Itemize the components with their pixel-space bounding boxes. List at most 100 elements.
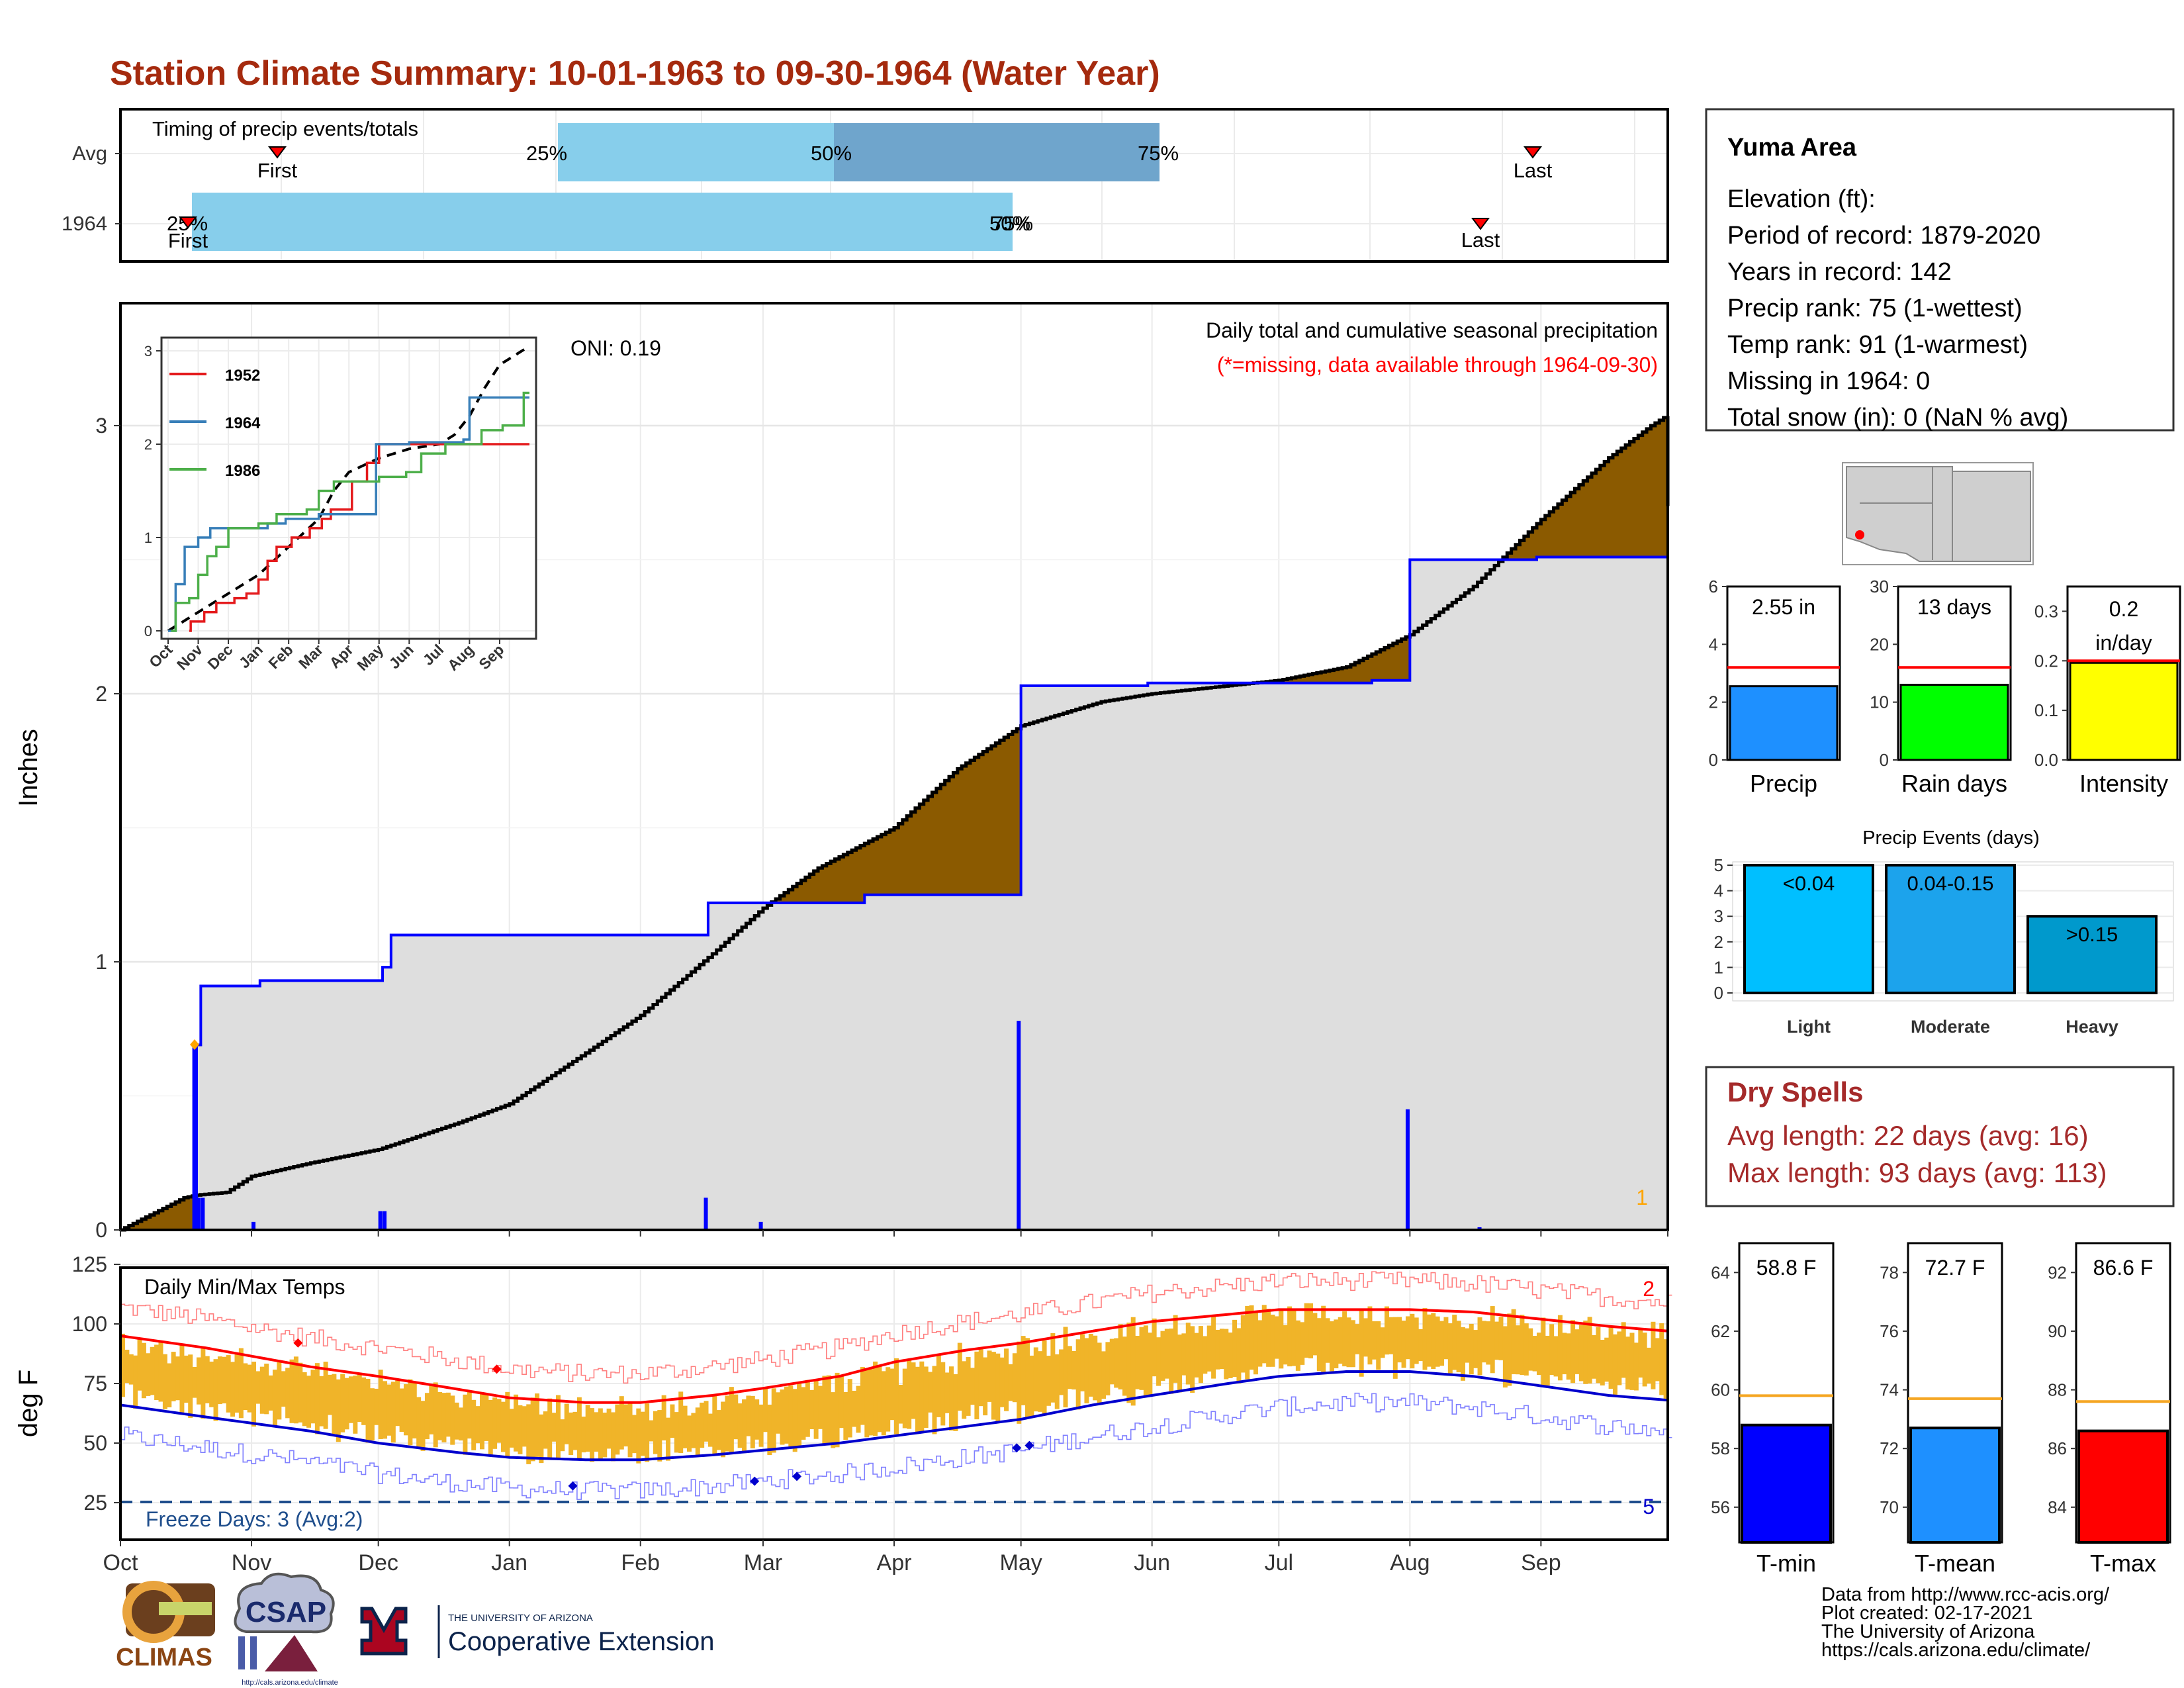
avg-q1-bar bbox=[558, 123, 834, 181]
daily-temp-bar bbox=[940, 1362, 946, 1426]
daily-temp-bar bbox=[302, 1372, 307, 1427]
temp-ytick-label-2: 75 bbox=[83, 1372, 107, 1395]
daily-temp-bar bbox=[1287, 1306, 1293, 1367]
daily-temp-bar bbox=[606, 1408, 612, 1449]
daily-temp-bar bbox=[247, 1364, 252, 1413]
daily-temp-bar bbox=[1511, 1309, 1516, 1374]
daily-temp-bar bbox=[826, 1375, 831, 1444]
daily-temp-bar bbox=[1080, 1334, 1085, 1391]
avg-first-marker bbox=[268, 146, 287, 159]
daily-temp-bar bbox=[1249, 1305, 1254, 1370]
daily-temp-bar bbox=[576, 1397, 582, 1460]
daily-temp-bar bbox=[467, 1390, 472, 1439]
daily-temp-bar bbox=[496, 1399, 502, 1443]
daily-temp-bar bbox=[953, 1374, 958, 1431]
daily-temp-bar bbox=[1431, 1313, 1436, 1370]
obs-cumulative-line bbox=[120, 551, 1669, 1231]
events-tick-label-2: 2 bbox=[1714, 932, 1723, 952]
daily-precip-bar-1 bbox=[196, 1197, 201, 1230]
avg-p25-label: 25% bbox=[526, 142, 567, 165]
daily-temp-bar bbox=[509, 1409, 514, 1448]
daily-temp-bar bbox=[1367, 1306, 1373, 1365]
daily-temp-bar bbox=[192, 1366, 197, 1398]
daily-temp-bar bbox=[742, 1399, 747, 1451]
avg-first-label: First bbox=[257, 159, 298, 182]
daily-temp-bar bbox=[1261, 1305, 1267, 1364]
daily-temp-bar bbox=[1342, 1311, 1347, 1367]
daily-temp-bar bbox=[344, 1378, 349, 1430]
daily-temp-bar bbox=[809, 1389, 815, 1430]
tempbar-tick-label-0-3: 62 bbox=[1711, 1321, 1730, 1341]
timing-label: Timing of precip events/totals bbox=[152, 117, 418, 140]
tempbar-value-bar-2 bbox=[2077, 1429, 2169, 1544]
climas-logo-text: CLIMAS bbox=[116, 1644, 212, 1671]
daily-temp-bar bbox=[1279, 1309, 1284, 1369]
daily-temp-bar bbox=[1295, 1320, 1300, 1371]
daily-temp-bar bbox=[188, 1354, 193, 1418]
minibar-tick-label-1-2: 20 bbox=[1870, 634, 1889, 654]
daily-temp-bar bbox=[488, 1399, 493, 1455]
daily-precip-bar-4 bbox=[378, 1211, 383, 1230]
daily-temp-bar bbox=[437, 1391, 443, 1440]
avg-last-marker bbox=[1524, 146, 1542, 159]
daily-temp-bar bbox=[691, 1413, 696, 1448]
daily-temp-bar bbox=[682, 1405, 688, 1448]
record-min-line bbox=[120, 1392, 1672, 1500]
daily-temp-bar bbox=[1392, 1317, 1398, 1379]
record-low-marker-0 bbox=[568, 1481, 578, 1491]
daily-precip-bar-5 bbox=[383, 1211, 387, 1230]
daily-temp-bar bbox=[1520, 1315, 1525, 1376]
daily-temp-bar bbox=[792, 1389, 797, 1452]
daily-temp-bar bbox=[619, 1396, 624, 1450]
daily-temp-bar bbox=[471, 1399, 477, 1450]
daily-temp-bar bbox=[623, 1404, 629, 1447]
daily-temp-bar bbox=[1350, 1320, 1355, 1368]
daily-temp-bar bbox=[1228, 1333, 1233, 1378]
daily-temp-bar bbox=[179, 1343, 185, 1413]
tempbar-tick-label-1-0: 70 bbox=[1880, 1497, 1899, 1517]
temp-y-label: deg F bbox=[14, 1370, 43, 1437]
daily-temp-bar bbox=[281, 1371, 286, 1407]
temp-title: Daily Min/Max Temps bbox=[144, 1275, 345, 1299]
daily-temp-bar bbox=[1578, 1325, 1584, 1382]
tempbar-value-text-0: 58.8 F bbox=[1756, 1256, 1817, 1280]
daily-temp-bar bbox=[539, 1414, 544, 1464]
avg-p75-label: 75% bbox=[1138, 142, 1179, 165]
daily-temp-bar bbox=[408, 1379, 413, 1446]
daily-temp-bar bbox=[277, 1362, 282, 1420]
daily-temp-bar bbox=[581, 1417, 586, 1453]
daily-temp-bar bbox=[725, 1395, 730, 1452]
station-elevation: Elevation (ft): bbox=[1727, 185, 1876, 213]
daily-temp-bar bbox=[1642, 1333, 1647, 1387]
minibar-tick-label-2-1: 0.1 bbox=[2034, 700, 2058, 720]
daily-precip-bar-10 bbox=[1477, 1227, 1482, 1230]
daily-temp-bar bbox=[1143, 1325, 1148, 1397]
daily-temp-bar bbox=[1647, 1347, 1652, 1384]
inset-line-1964 bbox=[168, 396, 529, 632]
daily-temp-bar bbox=[737, 1403, 743, 1448]
events-bar-range-0: <0.04 bbox=[1783, 872, 1835, 895]
daily-temp-bar bbox=[1050, 1333, 1056, 1403]
daily-temp-bar bbox=[1490, 1306, 1495, 1374]
daily-temp-bar bbox=[1401, 1321, 1406, 1368]
avg-last-label: Last bbox=[1514, 159, 1553, 182]
record-max-line bbox=[120, 1271, 1672, 1384]
precip-cumulative-area bbox=[120, 551, 1668, 1230]
temp-marker-top: 2 bbox=[1643, 1277, 1655, 1301]
daily-temp-bar bbox=[1452, 1315, 1457, 1370]
daily-temp-bar bbox=[1528, 1328, 1533, 1371]
daily-temp-bar bbox=[1536, 1333, 1541, 1376]
tempbar-label-1: T-mean bbox=[1915, 1550, 1995, 1577]
daily-temp-bar bbox=[1008, 1364, 1013, 1401]
daily-temp-bar bbox=[560, 1419, 565, 1452]
daily-temp-bar bbox=[1570, 1320, 1576, 1383]
minibar-tick-label-0-1: 2 bbox=[1709, 692, 1718, 712]
daily-temp-bar bbox=[1156, 1337, 1161, 1386]
daily-temp-bar bbox=[1059, 1349, 1064, 1395]
station-years: Years in record: 142 bbox=[1727, 258, 1952, 286]
daily-precip-bar-9 bbox=[1405, 1109, 1410, 1230]
daily-temp-bar bbox=[1215, 1329, 1220, 1370]
daily-temp-bar bbox=[1067, 1346, 1072, 1389]
daily-temp-bar bbox=[894, 1358, 899, 1434]
